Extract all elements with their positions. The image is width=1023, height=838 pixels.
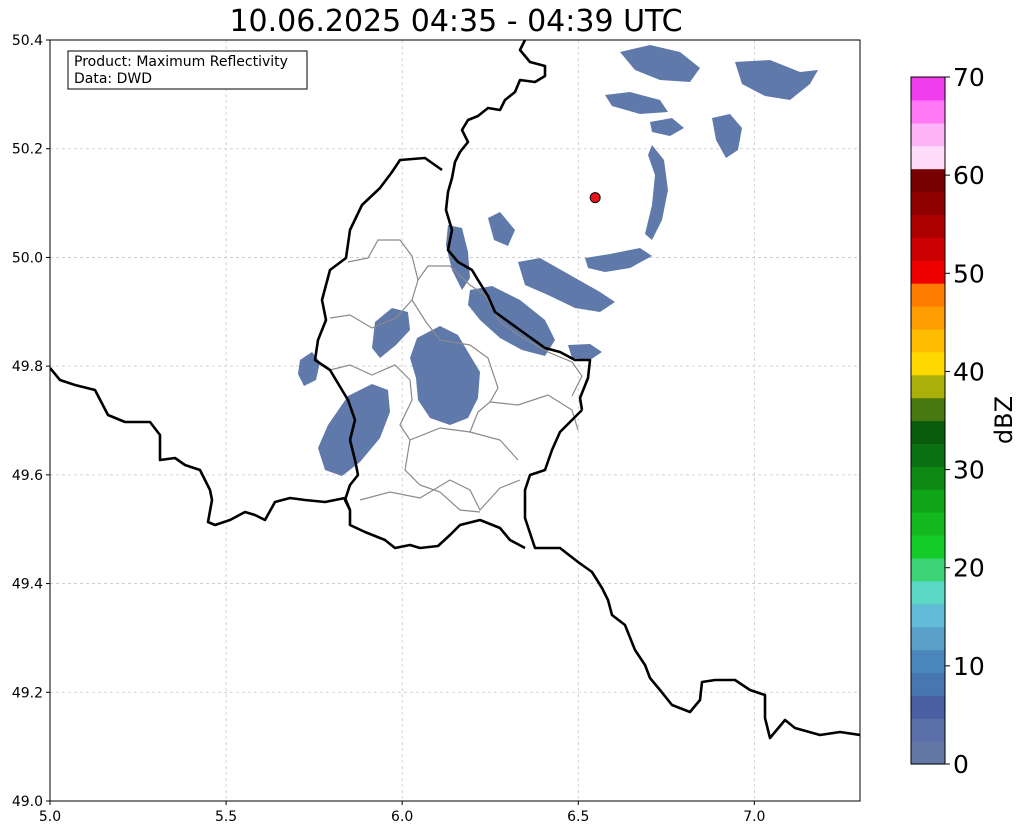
canton-border-south-2	[404, 439, 481, 513]
colorbar-segment	[911, 283, 945, 307]
colorbar-frame	[910, 76, 946, 765]
colorbar-segment	[911, 466, 945, 490]
x-tick-label: 6.0	[391, 809, 413, 825]
x-tick-label: 5.5	[215, 809, 237, 825]
y-tick-label: 49.6	[12, 468, 43, 484]
y-tick-label: 50.0	[12, 250, 43, 266]
colorbar-segment	[911, 260, 945, 284]
colorbar-tick-label: 0	[953, 750, 969, 779]
colorbar-segment	[911, 626, 945, 651]
echo-north-1	[620, 45, 700, 82]
y-tick-label: 49.4	[12, 577, 43, 593]
border-belgium-germany	[444, 40, 592, 411]
canton-border-south	[359, 479, 521, 512]
y-tick-label: 49.0	[12, 794, 43, 810]
echo-band-northeast	[518, 258, 615, 312]
colorbar-segment	[911, 397, 945, 422]
colorbar-segment	[911, 145, 945, 170]
echo-north-3	[650, 118, 684, 136]
x-tick-label: 7.0	[743, 809, 765, 825]
colorbar-segment	[911, 557, 945, 582]
colorbar-ticks: 0 10 20 30 40 50 60 70	[945, 63, 985, 779]
y-tick-label: 49.8	[12, 359, 43, 375]
radar-site-marker	[589, 192, 601, 204]
colorbar-segment	[911, 214, 945, 238]
y-tick-label: 49.2	[12, 685, 43, 701]
colorbar-segment	[911, 374, 945, 399]
x-tick-label: 5.0	[39, 809, 61, 825]
figure-title: 10.06.2025 04:35 - 04:39 UTC	[229, 4, 682, 39]
colorbar-tick-label: 30	[953, 456, 985, 485]
colorbar-segment	[911, 328, 945, 353]
border-luxembourg-belgium	[313, 156, 443, 511]
colorbar-segment	[911, 420, 945, 444]
colorbar-segment	[911, 489, 945, 513]
colorbar-segment	[911, 77, 945, 101]
colorbar-segment	[911, 741, 945, 765]
colorbar-segment	[911, 99, 945, 124]
echo-ring-east	[645, 145, 668, 240]
echo-west-border	[446, 225, 470, 290]
border-germany-luxembourg-south	[523, 409, 860, 740]
info-source: Data: DWD	[74, 71, 152, 87]
echo-north-4	[712, 114, 742, 158]
colorbar-segment	[911, 603, 945, 628]
colorbar-segment	[911, 306, 945, 330]
echo-northeast	[735, 60, 818, 100]
colorbar-segment	[911, 718, 945, 742]
colorbar-label: dBZ	[990, 396, 1018, 444]
colorbar-tick-label: 10	[953, 652, 985, 681]
colorbar-tick-label: 70	[953, 63, 985, 92]
colorbar-segment	[911, 237, 945, 261]
colorbar-segment	[911, 672, 945, 696]
colorbar: 0 10 20 30 40 50 60 70 dBZ	[910, 63, 1018, 779]
colorbar-segment	[911, 695, 945, 719]
colorbar-tick-label: 50	[953, 259, 985, 288]
echo-cell-southwest	[318, 384, 390, 476]
canton-border-mid-west	[329, 364, 519, 461]
colorbar-segment	[911, 122, 945, 147]
border-france-belgium-luxembourg	[50, 367, 526, 550]
map-area: Product: Maximum Reflectivity Data: DWD …	[12, 33, 861, 825]
colorbar-segment	[911, 580, 945, 605]
x-tick-label: 6.5	[567, 809, 589, 825]
colorbar-segments	[911, 77, 945, 765]
echo-north-2	[605, 92, 668, 114]
echo-ring-west	[488, 212, 515, 246]
colorbar-segment	[911, 443, 945, 467]
colorbar-tick-label: 60	[953, 161, 985, 190]
colorbar-segment	[911, 191, 945, 215]
canton-border-center	[417, 265, 583, 397]
colorbar-segment	[911, 168, 945, 193]
info-box: Product: Maximum Reflectivity Data: DWD	[67, 50, 308, 90]
colorbar-segment	[911, 649, 945, 673]
country-borders	[50, 40, 860, 740]
x-axis-ticks: 5.0 5.5 6.0 6.5 7.0	[39, 801, 765, 825]
colorbar-tick-label: 40	[953, 357, 985, 386]
echo-ring-south	[585, 248, 652, 272]
colorbar-segment	[911, 512, 945, 536]
echo-small-south	[568, 344, 602, 360]
colorbar-segment	[911, 351, 945, 376]
y-tick-label: 50.2	[12, 142, 43, 158]
canton-border-mid	[411, 299, 499, 433]
y-axis-ticks: 49.0 49.2 49.4 49.6 49.8 50.0 50.2 50.4	[12, 33, 50, 810]
colorbar-segment	[911, 535, 945, 559]
map-frame	[49, 39, 861, 802]
y-tick-label: 50.4	[12, 33, 43, 49]
info-product: Product: Maximum Reflectivity	[74, 54, 288, 70]
echo-cell-west-mid	[372, 308, 410, 358]
colorbar-tick-label: 20	[953, 554, 985, 583]
echo-cell-central	[410, 326, 480, 425]
